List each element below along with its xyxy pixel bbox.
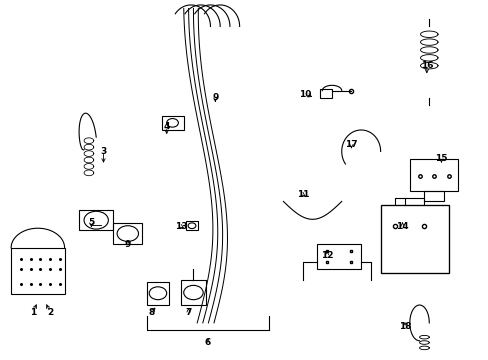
Bar: [424, 191, 443, 202]
Bar: [186, 221, 198, 230]
Bar: [319, 89, 331, 98]
Bar: [380, 205, 448, 273]
Bar: [162, 116, 183, 130]
Text: 3: 3: [100, 147, 106, 156]
Text: 11: 11: [296, 190, 308, 199]
Text: 6: 6: [204, 338, 211, 347]
Text: 10: 10: [299, 90, 311, 99]
Bar: [113, 223, 142, 244]
Text: 16: 16: [420, 61, 432, 70]
Text: 8: 8: [149, 308, 155, 317]
Bar: [11, 248, 64, 294]
Bar: [409, 158, 458, 191]
Text: 7: 7: [185, 308, 191, 317]
Text: 5: 5: [88, 219, 94, 228]
Bar: [79, 210, 113, 230]
Text: 9: 9: [124, 240, 131, 249]
Text: 9: 9: [212, 93, 218, 102]
Text: 1: 1: [30, 308, 36, 317]
Text: 18: 18: [398, 322, 410, 331]
Text: 17: 17: [345, 140, 357, 149]
Bar: [317, 244, 361, 269]
Text: 13: 13: [175, 222, 187, 231]
Bar: [147, 282, 169, 305]
Text: 12: 12: [320, 251, 333, 260]
Text: 15: 15: [434, 154, 447, 163]
Text: 14: 14: [395, 222, 408, 231]
Bar: [181, 280, 205, 305]
Text: 4: 4: [163, 122, 169, 131]
Text: 2: 2: [47, 308, 53, 317]
